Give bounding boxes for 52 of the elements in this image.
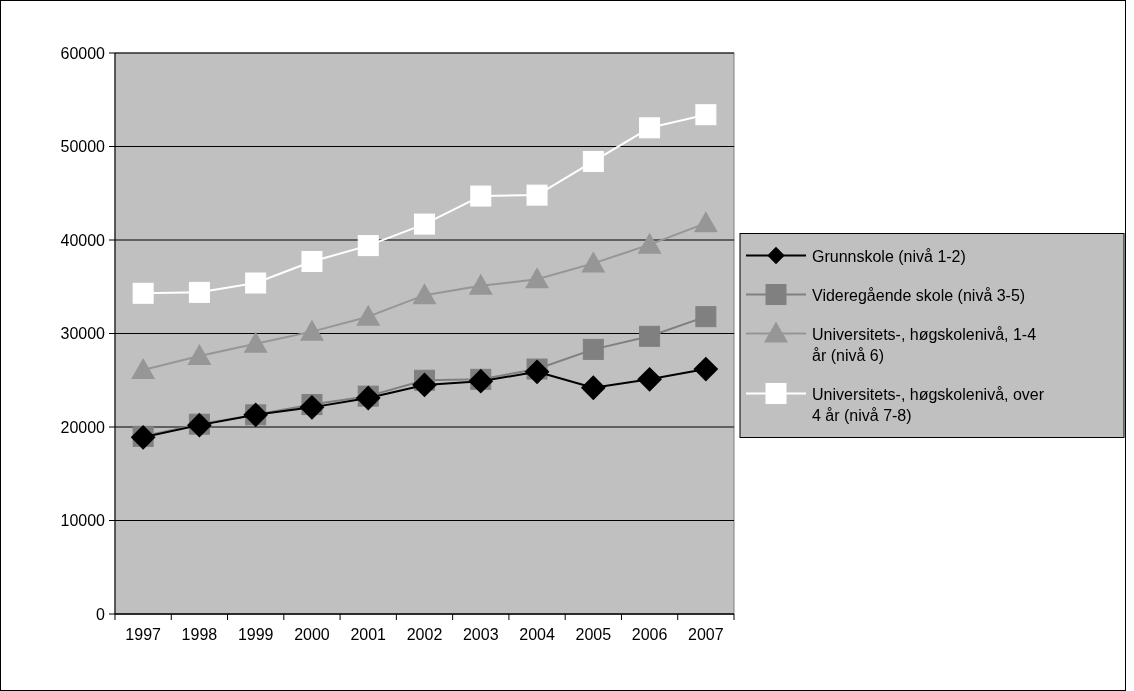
y-tick-label: 40000 bbox=[60, 231, 106, 249]
point bbox=[356, 304, 381, 326]
x-tick-label: 1999 bbox=[237, 626, 274, 643]
x-tick-label: 2004 bbox=[519, 626, 555, 643]
point bbox=[524, 359, 550, 385]
x-tick-label: 2006 bbox=[631, 626, 668, 643]
x-tick-label: 2007 bbox=[688, 626, 724, 643]
point bbox=[693, 211, 718, 233]
point bbox=[637, 232, 662, 254]
point bbox=[581, 251, 606, 273]
point bbox=[695, 104, 717, 126]
x-tick-label: 1998 bbox=[181, 626, 218, 643]
legend-label: Universitets-, høgskolenivå, 1-4 år (nivå 6) bbox=[812, 326, 1037, 365]
y-tick-label: 10000 bbox=[60, 512, 106, 530]
point bbox=[639, 117, 661, 139]
point bbox=[639, 325, 661, 347]
point bbox=[525, 267, 550, 289]
point bbox=[580, 375, 606, 401]
y-tick-label: 0 bbox=[96, 605, 106, 623]
x-tick-label: 2000 bbox=[294, 626, 330, 643]
point bbox=[243, 331, 268, 353]
point bbox=[637, 366, 662, 392]
point bbox=[412, 372, 437, 398]
x-tick-label: 2001 bbox=[350, 626, 387, 643]
point bbox=[695, 306, 717, 328]
point bbox=[187, 343, 212, 365]
x-tick-label: 1997 bbox=[125, 626, 162, 643]
point bbox=[582, 338, 604, 360]
y-tick-label: 30000 bbox=[60, 325, 106, 343]
point bbox=[412, 283, 437, 305]
y-tick-label: 50000 bbox=[60, 138, 106, 156]
point bbox=[526, 184, 548, 206]
legend-label: Videregående skole (nivå 3-5) bbox=[812, 287, 1026, 305]
point bbox=[299, 319, 324, 341]
x-tick-label: 2003 bbox=[462, 626, 499, 643]
x-tick-label: 2002 bbox=[406, 626, 443, 643]
point bbox=[188, 281, 210, 303]
point bbox=[301, 251, 323, 273]
point bbox=[414, 213, 435, 235]
point bbox=[693, 356, 719, 382]
point bbox=[131, 357, 156, 379]
point bbox=[468, 273, 493, 295]
point bbox=[245, 272, 267, 294]
legend-label: Universitets-, høgskolenivå, over 4 år (nivå 7-8) bbox=[812, 386, 1045, 425]
legend-label: Grunnskole (nivå 1-2) bbox=[812, 248, 966, 266]
y-tick-label: 20000 bbox=[60, 418, 106, 436]
x-tick-label: 2005 bbox=[575, 626, 612, 643]
point bbox=[132, 282, 154, 304]
point bbox=[357, 235, 379, 257]
point bbox=[582, 150, 604, 172]
y-tick-label: 60000 bbox=[60, 44, 106, 62]
point bbox=[470, 185, 492, 207]
